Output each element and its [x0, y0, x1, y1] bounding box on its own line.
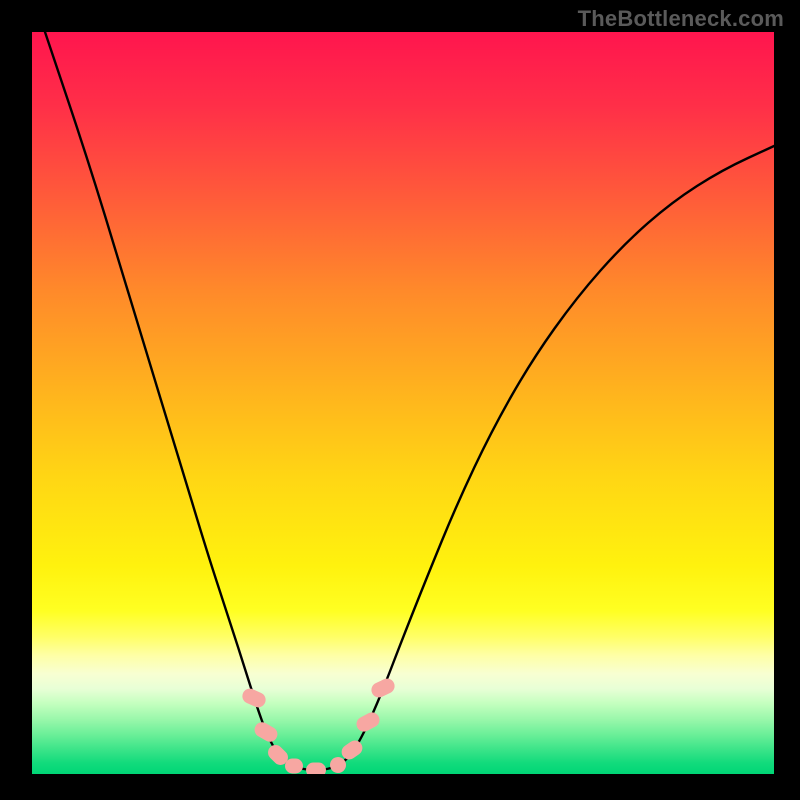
watermark-text: TheBottleneck.com [578, 6, 784, 32]
gradient-background [32, 32, 774, 774]
plot-area [32, 32, 774, 774]
